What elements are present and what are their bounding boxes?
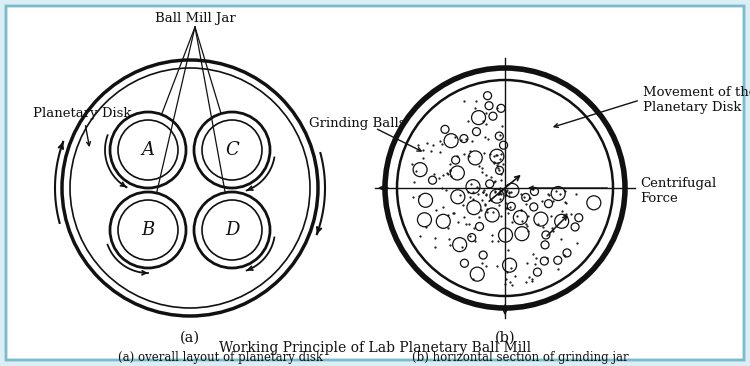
Text: B: B — [141, 221, 154, 239]
Text: Planetary Disk: Planetary Disk — [643, 101, 742, 115]
Text: Ball Mill Jar: Ball Mill Jar — [154, 12, 236, 25]
Circle shape — [499, 228, 512, 242]
Circle shape — [485, 102, 493, 110]
Circle shape — [460, 259, 469, 267]
Circle shape — [495, 132, 503, 140]
Circle shape — [428, 176, 436, 184]
Circle shape — [466, 180, 480, 194]
Circle shape — [500, 141, 508, 149]
Circle shape — [485, 208, 500, 222]
Circle shape — [484, 92, 491, 100]
Text: D: D — [225, 221, 239, 239]
Circle shape — [571, 223, 579, 231]
Circle shape — [472, 111, 485, 124]
Circle shape — [586, 196, 601, 210]
Text: Force: Force — [640, 191, 678, 205]
Circle shape — [460, 135, 468, 143]
Circle shape — [118, 120, 178, 180]
Circle shape — [555, 214, 568, 228]
Circle shape — [110, 112, 186, 188]
Circle shape — [533, 268, 542, 276]
Circle shape — [490, 149, 504, 163]
Circle shape — [418, 213, 431, 227]
Circle shape — [479, 251, 488, 259]
Text: (b): (b) — [495, 331, 515, 345]
Circle shape — [194, 192, 270, 268]
Circle shape — [489, 112, 497, 120]
Circle shape — [540, 257, 548, 265]
Circle shape — [476, 223, 484, 231]
Circle shape — [444, 134, 458, 148]
Circle shape — [472, 128, 481, 136]
Circle shape — [194, 112, 270, 188]
Circle shape — [202, 120, 262, 180]
Text: (a) overall layout of planetary disk: (a) overall layout of planetary disk — [118, 351, 322, 365]
Circle shape — [436, 214, 450, 228]
Circle shape — [497, 104, 505, 112]
Circle shape — [541, 241, 549, 249]
Circle shape — [452, 156, 460, 164]
FancyBboxPatch shape — [6, 6, 744, 360]
Text: A: A — [142, 141, 154, 159]
Circle shape — [551, 187, 566, 201]
Circle shape — [470, 267, 484, 281]
Text: Planetary Disk: Planetary Disk — [33, 107, 131, 120]
Circle shape — [503, 258, 517, 272]
Circle shape — [468, 234, 476, 242]
Circle shape — [453, 238, 466, 252]
Text: Centrifugal: Centrifugal — [640, 176, 716, 190]
Circle shape — [490, 189, 504, 203]
Circle shape — [574, 214, 583, 222]
Circle shape — [507, 202, 515, 210]
Circle shape — [467, 201, 481, 214]
Circle shape — [419, 193, 433, 207]
Circle shape — [530, 203, 538, 211]
Circle shape — [530, 187, 538, 195]
Circle shape — [62, 60, 318, 316]
Circle shape — [450, 166, 464, 180]
Circle shape — [486, 180, 494, 188]
Circle shape — [544, 200, 553, 208]
Text: Movement of the: Movement of the — [643, 86, 750, 100]
Text: Grinding Balls: Grinding Balls — [309, 116, 405, 130]
Circle shape — [118, 200, 178, 260]
Circle shape — [468, 151, 482, 165]
Circle shape — [496, 167, 503, 174]
Circle shape — [202, 200, 262, 260]
Circle shape — [451, 190, 465, 204]
Text: C: C — [225, 141, 238, 159]
Circle shape — [563, 249, 571, 257]
Circle shape — [385, 68, 625, 308]
Circle shape — [441, 126, 449, 133]
Circle shape — [542, 231, 550, 239]
Circle shape — [397, 80, 613, 296]
Text: (b) horizontal section of grinding jar: (b) horizontal section of grinding jar — [412, 351, 628, 365]
Circle shape — [554, 256, 562, 264]
Text: Working Principle of Lab Planetary Ball Mill: Working Principle of Lab Planetary Ball … — [219, 341, 531, 355]
Circle shape — [413, 163, 427, 177]
Text: (a): (a) — [180, 331, 200, 345]
Circle shape — [522, 194, 530, 201]
Circle shape — [514, 210, 527, 224]
Circle shape — [110, 192, 186, 268]
Circle shape — [515, 227, 529, 241]
Circle shape — [505, 183, 519, 197]
Circle shape — [534, 212, 548, 226]
